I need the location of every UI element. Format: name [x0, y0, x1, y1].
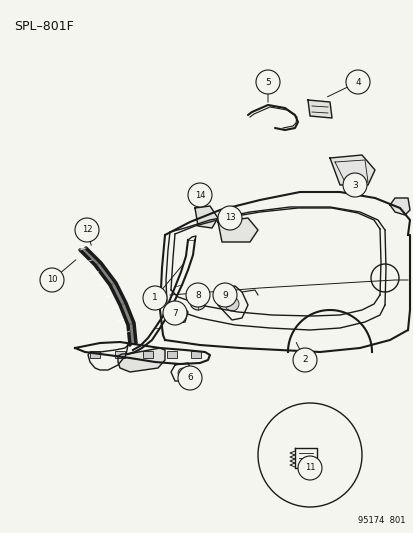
Text: 3: 3: [351, 181, 357, 190]
Circle shape: [40, 268, 64, 292]
Polygon shape: [95, 263, 116, 285]
Text: SPL–801F: SPL–801F: [14, 20, 74, 33]
Circle shape: [292, 348, 316, 372]
Circle shape: [297, 456, 321, 480]
Circle shape: [178, 368, 188, 378]
Polygon shape: [80, 248, 101, 265]
Bar: [90, 351, 100, 358]
Circle shape: [257, 403, 361, 507]
Text: 14: 14: [194, 190, 205, 199]
Circle shape: [345, 70, 369, 94]
Circle shape: [190, 294, 206, 310]
Text: 13: 13: [224, 214, 235, 222]
Text: 6: 6: [187, 374, 192, 383]
Bar: [166, 351, 177, 358]
Circle shape: [188, 183, 211, 207]
Text: 9: 9: [222, 290, 227, 300]
Circle shape: [218, 206, 242, 230]
Bar: [142, 351, 153, 358]
Text: 4: 4: [354, 77, 360, 86]
Circle shape: [142, 286, 166, 310]
Polygon shape: [329, 155, 374, 185]
Text: 10: 10: [47, 276, 57, 285]
Polygon shape: [389, 198, 409, 215]
Text: 8: 8: [195, 290, 200, 300]
Polygon shape: [218, 218, 257, 242]
Polygon shape: [120, 303, 134, 325]
Bar: [190, 351, 201, 358]
Bar: [115, 351, 125, 358]
Circle shape: [342, 173, 366, 197]
Text: 12: 12: [81, 225, 92, 235]
Circle shape: [75, 218, 99, 242]
Polygon shape: [110, 283, 126, 305]
Circle shape: [255, 70, 279, 94]
Circle shape: [212, 283, 236, 307]
Polygon shape: [195, 206, 218, 228]
Polygon shape: [307, 100, 331, 118]
Circle shape: [178, 366, 202, 390]
Text: 2: 2: [301, 356, 307, 365]
Text: 1: 1: [152, 294, 157, 303]
Circle shape: [185, 283, 209, 307]
Circle shape: [163, 301, 187, 325]
Text: 11: 11: [304, 464, 314, 472]
Text: 7: 7: [172, 309, 178, 318]
Polygon shape: [128, 323, 136, 345]
Circle shape: [224, 297, 238, 311]
Text: 5: 5: [264, 77, 270, 86]
Polygon shape: [118, 348, 165, 372]
Text: 95174  801: 95174 801: [358, 516, 405, 525]
